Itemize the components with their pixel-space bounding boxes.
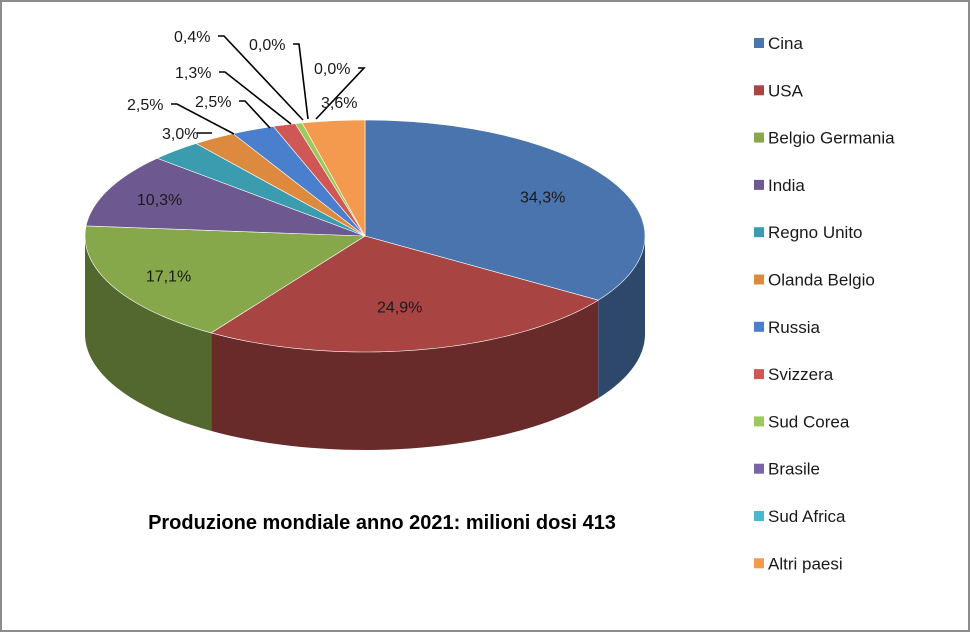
pie-slice-russia [232, 126, 366, 237]
leader-lines [171, 35, 366, 135]
legend-swatch-olanda-belgio [754, 274, 764, 285]
data-label-altri-paesi: 3,6% [321, 95, 357, 112]
legend-swatch-russia [754, 321, 764, 332]
data-label-russia: 2,5% [195, 94, 231, 111]
legend-label-russia: Russia [768, 318, 821, 337]
legend-label-usa: USA [768, 81, 804, 100]
data-label-regno-unito: 3,0% [162, 126, 198, 143]
legend-label-cina: Cina [768, 34, 804, 53]
pie-side-belgio-germania [85, 236, 212, 431]
slice-labels: 34,3% 24,9% 17,1% 10,3% 3,0% 2,5% 2,5% 1,3% 0,4%… [127, 29, 565, 317]
legend-swatch-belgio-germania [754, 132, 764, 143]
legend-label-belgio-germania: Belgio Germania [768, 129, 895, 148]
leader-line-brasile [293, 43, 309, 120]
legend-label-regno-unito: Regno Unito [768, 223, 863, 242]
pie-slice-belgio-germania [84, 225, 366, 334]
pie-slice-regno-unito [156, 143, 366, 237]
legend-label-brasile: Brasile [768, 460, 820, 479]
legend-label-sud-corea: Sud Corea [768, 412, 850, 431]
legend-label-india: India [768, 176, 805, 195]
pie-slice-altri-paesi [301, 119, 366, 238]
pie-slice-usa [210, 235, 599, 353]
chart-title: Produzione mondiale anno 2021: milioni d… [148, 512, 616, 534]
legend-label-olanda-belgio: Olanda Belgio [768, 271, 875, 290]
legend-swatch-brasile [754, 463, 764, 474]
data-label-cina: 34,3% [520, 190, 565, 207]
pie-slice-india [85, 157, 366, 237]
data-label-sud-africa: 0,0% [314, 61, 350, 78]
legend-swatch-india [754, 179, 764, 190]
pie-top [84, 119, 646, 353]
leader-line-svizzera [219, 71, 292, 125]
data-label-brasile: 0,0% [249, 37, 285, 54]
legend-label-svizzera: Svizzera [768, 365, 834, 384]
legend-swatch-sud-corea [754, 416, 764, 427]
legend-swatch-cina [754, 38, 764, 48]
data-label-sud-corea: 0,4% [174, 29, 210, 46]
leader-line-sud-corea [218, 35, 304, 121]
pie-side-usa [211, 300, 599, 450]
data-label-india: 10,3% [137, 192, 182, 209]
leader-line-olanda-belgio [171, 103, 235, 135]
legend-swatch-regno-unito [754, 227, 764, 238]
legend-label-altri-paesi: Altri paesi [768, 554, 843, 573]
pie-slice-olanda-belgio [195, 133, 366, 237]
data-label-olanda-belgio: 2,5% [127, 97, 163, 114]
legend-swatch-sud-africa [754, 511, 764, 521]
legend-swatch-usa [754, 85, 764, 96]
data-label-belgio-germania: 17,1% [146, 269, 191, 286]
legend-swatch-svizzera [754, 369, 764, 380]
leader-line-russia [239, 100, 271, 129]
legend: Cina USA Belgio Germania India Regno Unito Ol… [754, 34, 895, 573]
legend-label-sud-africa: Sud Africa [768, 507, 846, 526]
pie-side-cina [598, 236, 645, 399]
leader-line-sud-africa [315, 67, 366, 120]
pie-sides [85, 236, 645, 450]
data-label-svizzera: 1,3% [175, 65, 211, 82]
data-label-usa: 24,9% [377, 300, 422, 317]
legend-swatch-altri-paesi [754, 558, 764, 569]
